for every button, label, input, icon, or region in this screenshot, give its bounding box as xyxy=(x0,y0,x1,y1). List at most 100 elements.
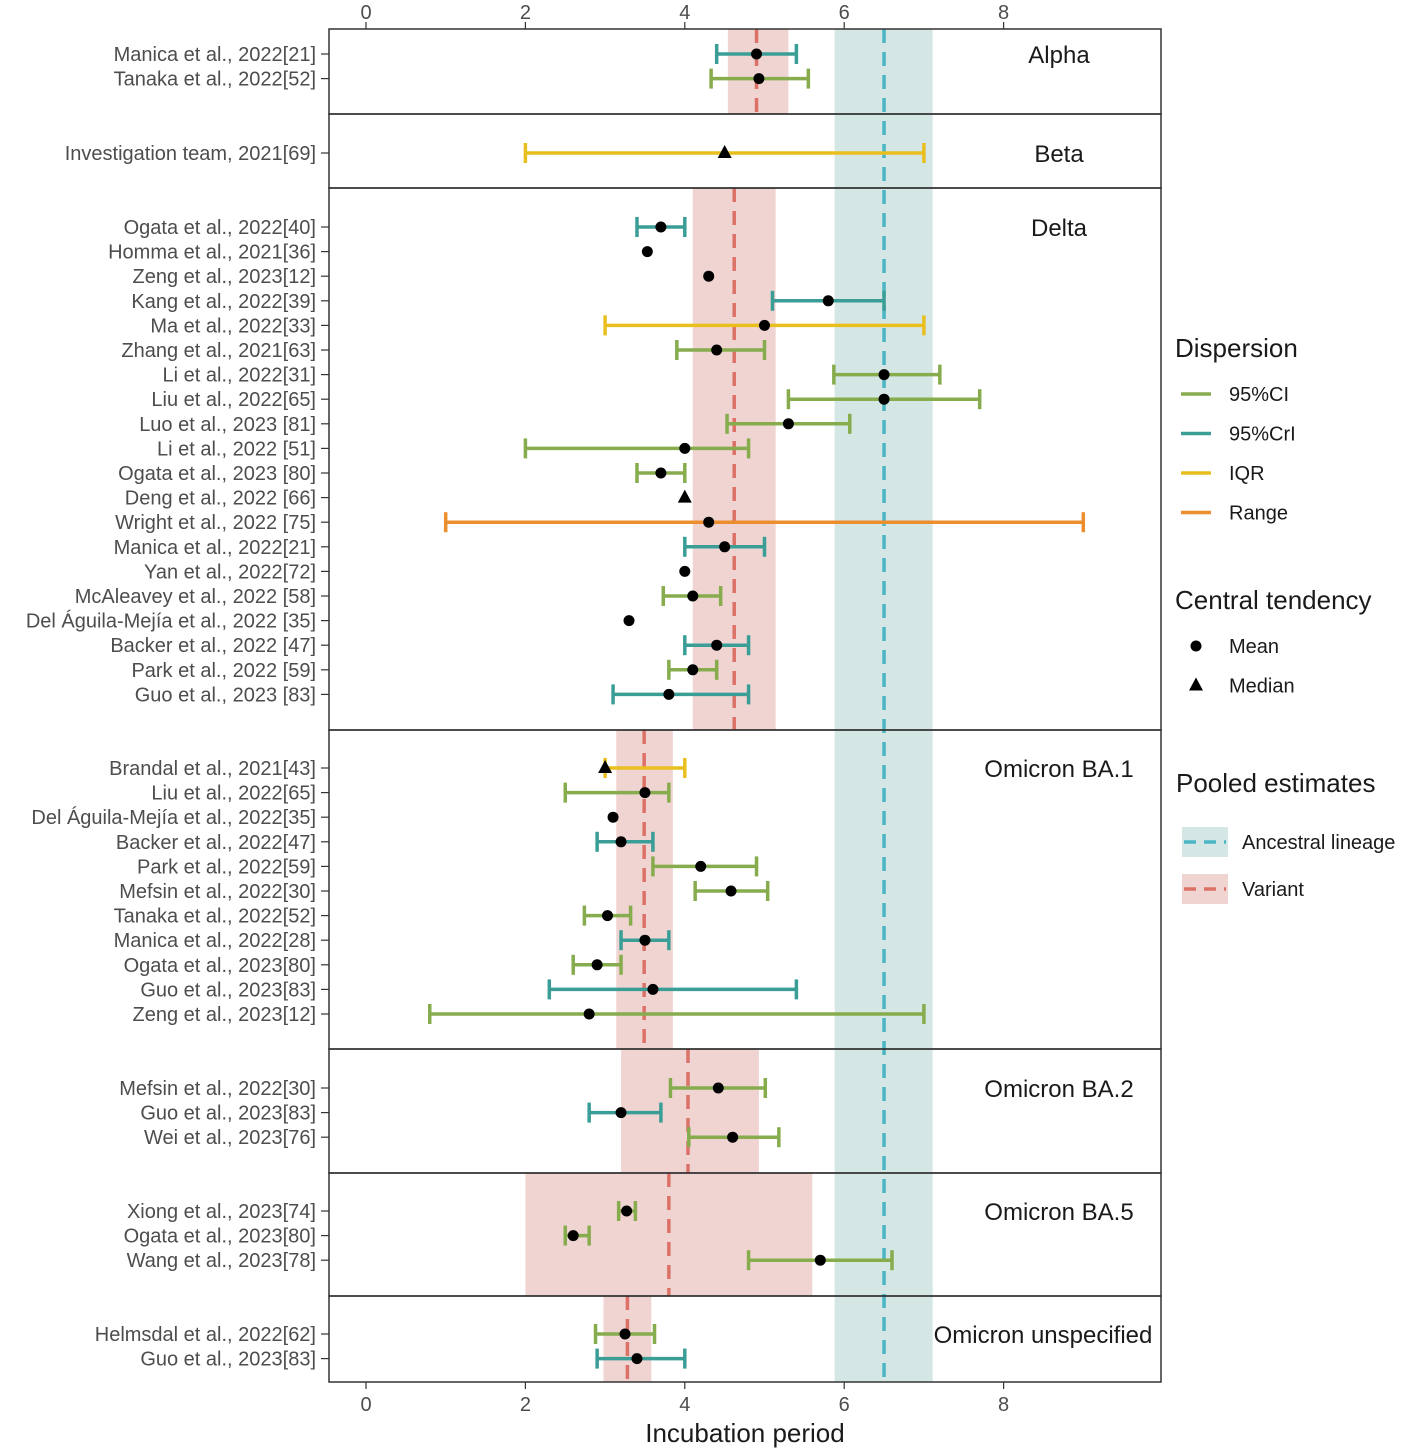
study-label: Luo et al., 2023 [81] xyxy=(139,414,316,436)
x-tick-label-top: 0 xyxy=(360,2,371,24)
mean-point xyxy=(623,615,635,627)
panel-7: Omicron unspecified Helmsdal et al., 2022… xyxy=(95,1322,1153,1371)
pooled-line-layer xyxy=(625,29,886,1382)
mean-point xyxy=(615,836,627,848)
mean-point xyxy=(647,983,659,995)
x-tick-label-bottom: 8 xyxy=(998,1394,1009,1416)
mean-point xyxy=(631,1353,643,1365)
mean-point xyxy=(878,369,890,381)
panel-label: Omicron BA.2 xyxy=(984,1076,1133,1103)
mean-point xyxy=(703,270,715,282)
marks-layer: Alpha Manica et al., 2022[21] Tanaka et al… xyxy=(26,42,1153,1371)
study-label: Guo et al., 2023[83] xyxy=(140,979,316,1001)
mean-point xyxy=(703,516,715,528)
mean-point xyxy=(679,442,691,454)
mean-point xyxy=(619,1328,631,1340)
study-label: Xiong et al., 2023[74] xyxy=(127,1201,316,1223)
mean-point xyxy=(759,319,770,331)
mean-point xyxy=(711,639,723,651)
mean-point xyxy=(727,1131,739,1143)
panel-2: Beta Investigation team, 2021[69] xyxy=(65,141,1085,168)
mean-point xyxy=(878,393,890,405)
legend-title: Pooled estimates xyxy=(1176,768,1375,798)
panel-label: Delta xyxy=(1031,215,1088,242)
mean-point xyxy=(719,541,731,553)
mean-point xyxy=(655,221,667,233)
legend-item-label: Ancestral lineage xyxy=(1242,832,1395,854)
study-label: Liu et al., 2022[65] xyxy=(151,783,316,805)
mean-point xyxy=(567,1230,579,1242)
mean-point xyxy=(695,860,707,872)
study-label: McAleavey et al., 2022 [58] xyxy=(75,586,316,608)
study-label: Del Águila-Mejía et al., 2022[35] xyxy=(31,806,316,829)
study-label: Kang et al., 2022[39] xyxy=(131,291,316,313)
panel-label: Beta xyxy=(1034,141,1084,168)
mean-point xyxy=(601,910,613,922)
panel-3: Delta Ogata et al., 2022[40] Homma et al.,… xyxy=(26,215,1088,706)
legend-triangle-swatch xyxy=(1189,677,1203,691)
study-label: Ogata et al., 2023[80] xyxy=(124,955,316,977)
median-triangle-point xyxy=(598,760,613,773)
study-label: Manica et al., 2022[21] xyxy=(114,44,316,66)
study-label: Ma et al., 2022[33] xyxy=(150,315,316,337)
panel-label: Omicron unspecified xyxy=(934,1322,1153,1349)
median-triangle-point xyxy=(717,145,732,158)
legend-item-label: 95%CI xyxy=(1229,384,1289,406)
legend-title: Central tendency xyxy=(1175,585,1372,615)
x-tick-label-top: 2 xyxy=(520,2,531,24)
study-label: Mefsin et al., 2022[30] xyxy=(119,1078,316,1100)
legend: Dispersion 95%CI 95%CrI IQR Range Central ten… xyxy=(1175,333,1395,904)
study-label: Tanaka et al., 2022[52] xyxy=(114,69,316,91)
legend-item-label: Variant xyxy=(1242,879,1304,901)
mean-point xyxy=(583,1008,595,1020)
median-triangle-point xyxy=(677,489,692,503)
x-tick-label-bottom: 4 xyxy=(679,1394,690,1416)
panel-label: Omicron BA.1 xyxy=(984,756,1133,783)
panel-label: Omicron BA.5 xyxy=(984,1199,1133,1226)
legend-item-label: Range xyxy=(1229,503,1288,525)
study-label: Homma et al., 2021[36] xyxy=(108,242,316,264)
mean-point xyxy=(591,959,603,971)
mean-point xyxy=(621,1205,633,1217)
study-label: Brandal et al., 2021[43] xyxy=(109,758,316,780)
study-label: Ogata et al., 2022[40] xyxy=(124,217,316,239)
study-label: Backer et al., 2022[47] xyxy=(116,832,316,854)
mean-point xyxy=(753,73,765,85)
x-axis-title: Incubation period xyxy=(645,1418,844,1448)
mean-point xyxy=(639,934,651,946)
study-label: Manica et al., 2022[28] xyxy=(114,930,316,952)
study-label: Li et al., 2022 [51] xyxy=(157,438,316,460)
mean-point xyxy=(725,885,737,897)
x-tick-label-bottom: 2 xyxy=(520,1394,531,1416)
study-label: Ogata et al., 2023[80] xyxy=(124,1226,316,1248)
mean-point xyxy=(679,565,691,577)
legend-circle-swatch xyxy=(1190,640,1202,652)
panel-5: Omicron BA.2 Mefsin et al., 2022[30] Guo e… xyxy=(119,1076,1133,1149)
study-label: Guo et al., 2023 [83] xyxy=(135,684,316,706)
study-label: Helmsdal et al., 2022[62] xyxy=(95,1324,316,1346)
study-label: Zeng et al., 2023[12] xyxy=(133,1004,316,1026)
mean-point xyxy=(814,1254,826,1266)
study-label: Deng et al., 2022 [66] xyxy=(125,488,316,510)
study-label: Investigation team, 2021[69] xyxy=(65,143,316,165)
study-label: Li et al., 2022[31] xyxy=(163,365,316,387)
panel-label: Alpha xyxy=(1028,42,1090,69)
x-tick-label-top: 6 xyxy=(839,2,850,24)
legend-item-label: 95%CrI xyxy=(1229,424,1296,446)
mean-point xyxy=(663,688,675,700)
study-label: Guo et al., 2023[83] xyxy=(140,1349,316,1371)
study-label: Del Águila-Mejía et al., 2022 [35] xyxy=(26,610,316,633)
study-label: Zeng et al., 2023[12] xyxy=(133,266,316,288)
mean-point xyxy=(751,48,763,60)
x-tick-label-top: 4 xyxy=(679,2,690,24)
mean-point xyxy=(641,246,653,258)
study-label: Zhang et al., 2021[63] xyxy=(121,340,316,362)
study-label: Liu et al., 2022[65] xyxy=(151,389,316,411)
x-tick-label-top: 8 xyxy=(998,2,1009,24)
study-label: Ogata et al., 2023 [80] xyxy=(118,463,316,485)
mean-point xyxy=(615,1107,627,1119)
legend-item-label: IQR xyxy=(1229,463,1265,485)
study-label: Wright et al., 2022 [75] xyxy=(115,512,316,534)
mean-point xyxy=(687,590,699,602)
